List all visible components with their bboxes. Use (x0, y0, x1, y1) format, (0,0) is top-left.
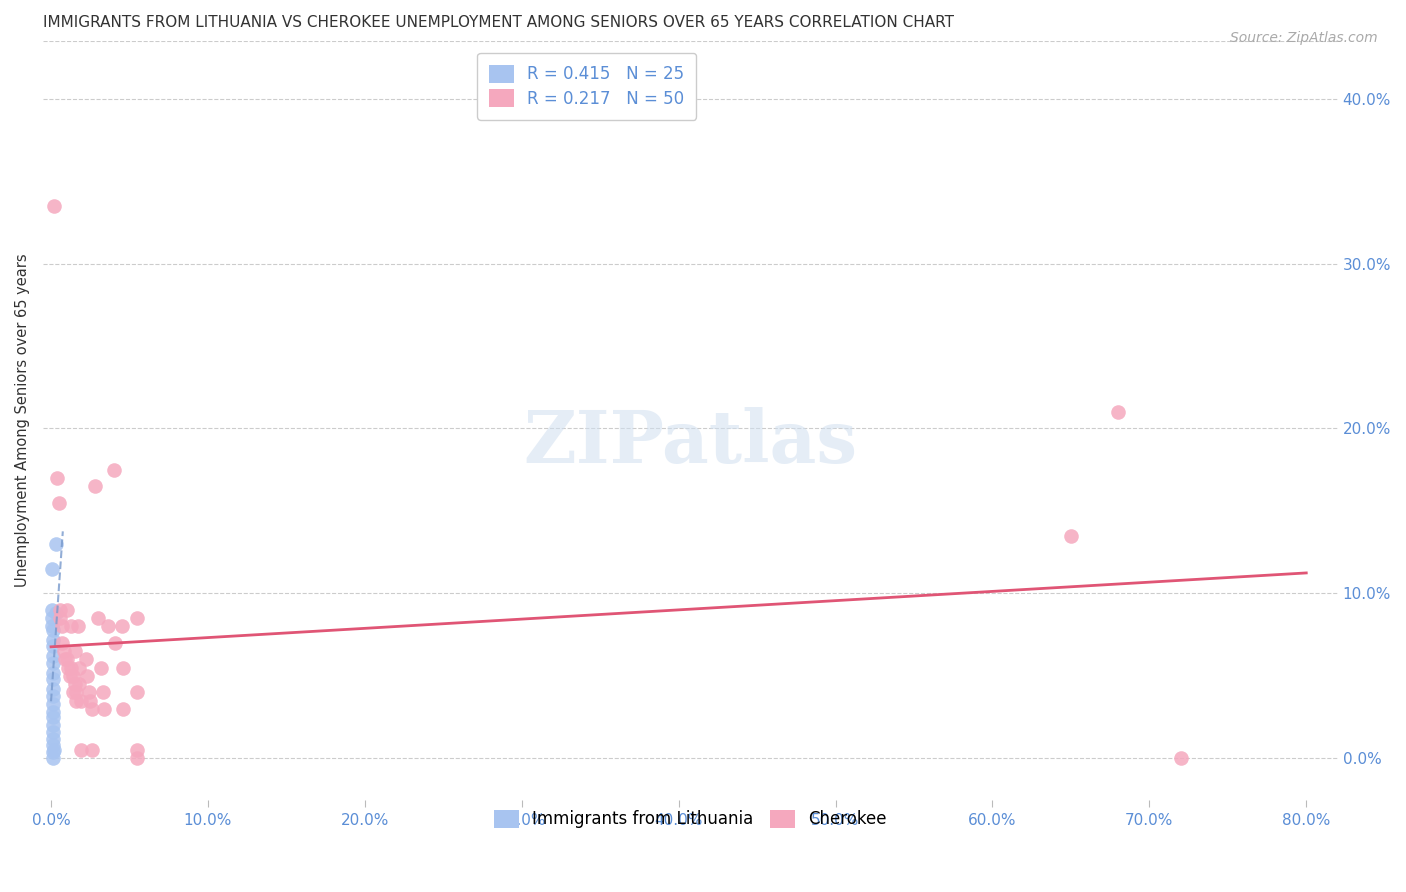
Point (60, 619, 83, 633)
Point (62, 669, 84, 683)
Point (53, 652, 76, 666)
Point (70, 743, 93, 757)
Point (79, 693, 101, 707)
Point (41, 751, 63, 765)
Point (96, 619, 118, 633)
Point (46, 471, 69, 485)
Text: ZIPatlas: ZIPatlas (523, 408, 858, 478)
Point (41, 656, 63, 670)
Point (65, 685, 87, 699)
Point (48, 496, 70, 510)
Point (76, 669, 98, 683)
Point (41, 619, 63, 633)
Point (41, 603, 63, 617)
Point (66, 619, 89, 633)
Point (67, 660, 90, 674)
Point (41, 632, 63, 647)
Point (63, 644, 86, 658)
Point (41, 672, 63, 686)
Point (41, 718, 63, 732)
Point (49, 603, 72, 617)
Point (41, 745, 63, 759)
Point (58, 660, 80, 674)
Legend: Immigrants from Lithuania, Cherokee: Immigrants from Lithuania, Cherokee (485, 801, 896, 837)
Point (49, 611, 72, 625)
Point (104, 636, 127, 650)
Point (45, 537, 67, 551)
Point (127, 611, 149, 625)
Point (1170, 751, 1192, 765)
Point (45, 606, 67, 620)
Point (41, 689, 63, 703)
Point (111, 619, 134, 633)
Point (62, 685, 84, 699)
Point (41, 665, 63, 680)
Point (65, 693, 87, 707)
Point (51, 636, 73, 650)
Point (80, 702, 103, 716)
Point (52, 644, 75, 658)
Point (80, 743, 103, 757)
Point (112, 660, 135, 674)
Point (67, 677, 90, 691)
Text: IMMIGRANTS FROM LITHUANIA VS CHEROKEE UNEMPLOYMENT AMONG SENIORS OVER 65 YEARS C: IMMIGRANTS FROM LITHUANIA VS CHEROKEE UN… (44, 15, 955, 30)
Point (41, 648, 63, 663)
Point (127, 743, 149, 757)
Y-axis label: Unemployment Among Seniors over 65 years: Unemployment Among Seniors over 65 years (15, 253, 30, 587)
Point (90, 660, 112, 674)
Point (44, 743, 66, 757)
Point (41, 623, 63, 637)
Point (44, 199, 66, 213)
Point (75, 652, 97, 666)
Point (41, 611, 63, 625)
Point (41, 710, 63, 724)
Point (70, 693, 93, 707)
Point (51, 619, 73, 633)
Point (41, 681, 63, 696)
Point (41, 731, 63, 746)
Text: Source: ZipAtlas.com: Source: ZipAtlas.com (1230, 31, 1378, 45)
Point (127, 685, 149, 699)
Point (93, 702, 115, 716)
Point (59, 669, 82, 683)
Point (112, 702, 135, 716)
Point (1107, 405, 1129, 419)
Point (41, 738, 63, 752)
Point (103, 463, 125, 477)
Point (41, 639, 63, 653)
Point (87, 611, 110, 625)
Point (60, 660, 83, 674)
Point (63, 677, 86, 691)
Point (41, 561, 63, 575)
Point (41, 725, 63, 739)
Point (77, 685, 100, 699)
Point (41, 697, 63, 711)
Point (1060, 529, 1083, 543)
Point (55, 603, 77, 617)
Point (55, 652, 77, 666)
Point (127, 751, 149, 765)
Point (91, 685, 114, 699)
Point (84, 479, 107, 493)
Point (41, 705, 63, 719)
